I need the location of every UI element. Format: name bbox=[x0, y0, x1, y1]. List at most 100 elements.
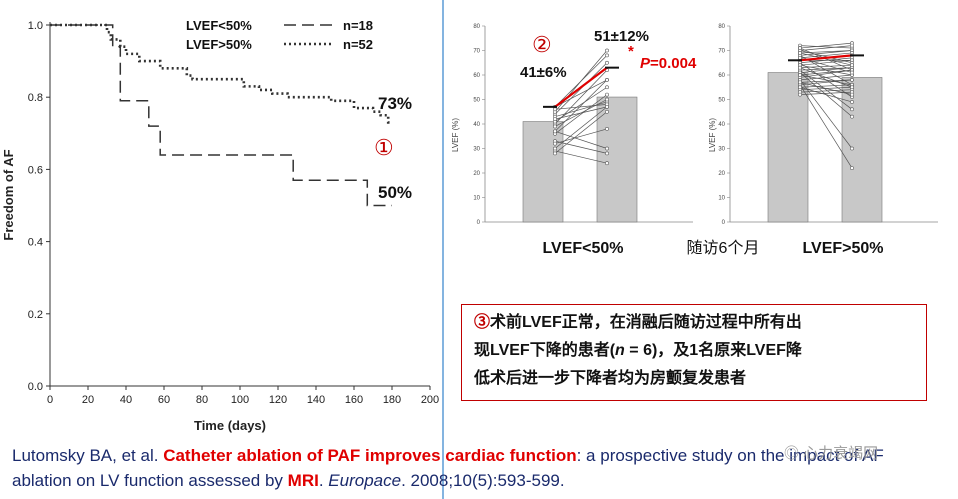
km-line-lvef-low bbox=[50, 24, 392, 207]
citation-ref: . 2008;10(5):593-599. bbox=[401, 471, 565, 490]
bar2-pair-line bbox=[799, 45, 853, 51]
km-y-label: Freedom of AF bbox=[1, 149, 16, 240]
citation-journal: Europace bbox=[328, 471, 402, 490]
km-x-tick-label: 120 bbox=[269, 394, 287, 406]
km-y-tick-label: 0.6 bbox=[28, 164, 43, 176]
km-x-tick-label: 140 bbox=[307, 394, 325, 406]
km-x-label: Time (days) bbox=[194, 418, 266, 433]
km-x-tick-label: 20 bbox=[82, 394, 94, 406]
bar2-pair-point-post bbox=[850, 85, 854, 90]
km-end-label-73: 73% bbox=[378, 94, 412, 113]
lvef-bar-panels: 0 10 20 30 40 50 60 70 80 0 10 20 30 40 50 60 70 80 LVEF… bbox=[451, 24, 938, 257]
bar1-y-tick-label: 70 bbox=[473, 49, 480, 55]
bar2-pair-point-post bbox=[850, 166, 854, 171]
bar2-pair-point-post bbox=[850, 114, 854, 119]
bar1-y-tick-label: 20 bbox=[473, 171, 480, 177]
bar1-pair-line bbox=[554, 111, 608, 154]
bar1-y-tick-label: 30 bbox=[473, 147, 480, 153]
follow-up-label: 随访6个月 bbox=[687, 239, 760, 257]
bar1-y-tick-label: 0 bbox=[477, 220, 481, 226]
bar1-pair-line bbox=[554, 104, 608, 110]
bar1-pair-point-post bbox=[605, 92, 609, 97]
bar1-pair-line bbox=[554, 106, 608, 149]
bar2-pair-line bbox=[799, 45, 853, 49]
group-label-lvef-high: LVEF>50% bbox=[802, 240, 883, 257]
star-marker: * bbox=[628, 43, 634, 60]
bar2-pair-line bbox=[799, 86, 853, 103]
bar1-pair-point-pre bbox=[553, 124, 557, 129]
km-x-tick-label: 60 bbox=[158, 394, 170, 406]
watermark: ◎ 心力衰竭网 bbox=[784, 442, 878, 463]
post-mean-label: 51±12% bbox=[594, 28, 649, 45]
bar2-pair-line bbox=[799, 42, 853, 49]
bar2-y-tick-label: 50 bbox=[718, 98, 725, 104]
bar2-pair-point-pre bbox=[798, 80, 802, 85]
citation-title-highlight: Catheter ablation of PAF improves cardia… bbox=[163, 446, 577, 465]
bar1-y-label: LVEF (%) bbox=[451, 118, 460, 152]
bar1-pair-point-pre bbox=[553, 117, 557, 122]
bar2-pair-line bbox=[799, 69, 853, 76]
km-x-tick-label: 80 bbox=[196, 394, 208, 406]
bar2-pair-point-post bbox=[850, 70, 854, 75]
bar2-pair-line bbox=[799, 64, 853, 76]
legend-label-lvef-high: LVEF>50% bbox=[186, 37, 252, 52]
bar1-pair-line bbox=[554, 94, 608, 135]
bar1-pair-line bbox=[554, 140, 608, 154]
km-y-tick-label: 1.0 bbox=[28, 20, 43, 32]
note-line-2b: = 6)，及1名原来LVEF降 bbox=[624, 342, 802, 359]
bar2-pair-line bbox=[799, 59, 853, 66]
bar1-pair-point-post bbox=[605, 151, 609, 156]
bar1-pair-line bbox=[554, 79, 608, 132]
km-series bbox=[50, 23, 392, 207]
km-line-lvef-high bbox=[50, 23, 392, 124]
legend-label-lvef-low: LVEF<50% bbox=[186, 18, 252, 33]
bar1-pair-point-post bbox=[605, 78, 609, 82]
circled-two-marker: ② bbox=[532, 32, 552, 57]
bar1-pair-point-pre bbox=[553, 151, 557, 156]
note-n-italic: n bbox=[615, 342, 625, 359]
bar1-mean-line bbox=[554, 66, 608, 108]
bar2-pair-line bbox=[799, 50, 853, 64]
bar2-y-tick-label: 80 bbox=[718, 24, 725, 30]
bar1-pair-point-post bbox=[605, 104, 609, 109]
km-y-tick-label: 0.8 bbox=[28, 92, 43, 104]
bar2-pair-line bbox=[799, 74, 853, 86]
km-end-label-50: 50% bbox=[378, 183, 412, 202]
bar2-pair-point-pre bbox=[798, 92, 802, 97]
bar1-y-tick-label: 10 bbox=[473, 196, 480, 202]
citation-title-rest: : a prospective study on the impact of A… bbox=[12, 446, 884, 490]
bar2-pair-line bbox=[799, 57, 853, 64]
bar2-pair-line bbox=[799, 67, 853, 71]
km-x-ticks: 0 20 40 60 80 100 120 140 160 180 200 bbox=[47, 386, 439, 406]
bar1-pair-point-post bbox=[605, 126, 609, 131]
p-value: =0.004 bbox=[650, 55, 697, 72]
km-y-tick-label: 0.0 bbox=[28, 381, 43, 393]
bar2-y-tick-label: 70 bbox=[718, 49, 725, 55]
bar1-pair-point-post bbox=[605, 48, 609, 53]
bar2-pair-line bbox=[799, 52, 853, 59]
km-legend: LVEF<50% n=18 LVEF>50% n=52 bbox=[186, 18, 373, 52]
bar1-bar-post bbox=[596, 96, 638, 223]
bar2-mean-line bbox=[799, 54, 853, 62]
km-x-tick-label: 100 bbox=[231, 394, 249, 406]
bar2-pair-point-post bbox=[850, 92, 854, 97]
watermark-text: 心力衰竭网 bbox=[803, 445, 879, 462]
bar2-pair-line bbox=[799, 79, 853, 86]
bar2-pair-line bbox=[799, 64, 853, 68]
bar2-pair-point-pre bbox=[798, 85, 802, 90]
legend-n-lvef-high: n=52 bbox=[343, 37, 373, 52]
bar2-pair-point-post bbox=[850, 63, 854, 68]
bar2-bar-pre bbox=[767, 72, 809, 223]
watermark-icon: ◎ bbox=[784, 445, 804, 462]
bar2-y-tick-label: 40 bbox=[718, 122, 725, 128]
bar1-bar-pre bbox=[522, 121, 564, 223]
p-prefix: P bbox=[640, 55, 651, 72]
group-label-lvef-low: LVEF<50% bbox=[542, 240, 623, 257]
citation-authors: Lutomsky BA, et al. bbox=[12, 446, 164, 465]
bar1-pair-line bbox=[554, 131, 608, 149]
km-x-tick-label: 40 bbox=[120, 394, 132, 406]
bar2-pair-point-post bbox=[850, 107, 854, 112]
bar2-pair-line bbox=[799, 50, 853, 56]
bar2-y-tick-label: 0 bbox=[722, 220, 726, 226]
bar1-pair-point-post bbox=[605, 60, 609, 65]
